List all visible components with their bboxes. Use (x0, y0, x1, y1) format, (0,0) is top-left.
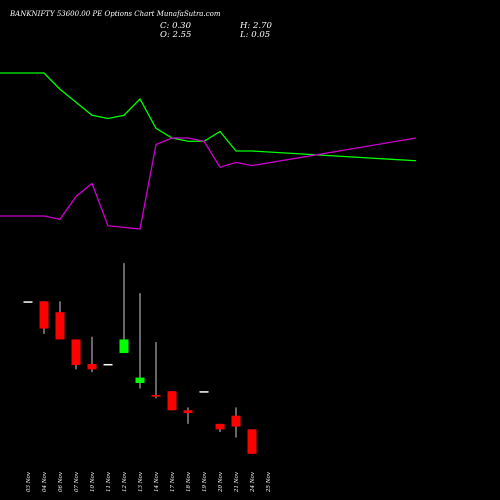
candle-body (39, 301, 49, 329)
line-series-1 (0, 72, 417, 162)
x-tick-label: 04 Nov (42, 471, 48, 492)
high-value: H: 2.70 (239, 21, 272, 31)
candle (23, 301, 33, 303)
candle (87, 336, 97, 373)
candle (199, 391, 209, 393)
x-tick-label: 25 Nov (266, 471, 272, 493)
candle (151, 342, 161, 399)
x-tick-label: 24 Nov (250, 471, 256, 493)
x-tick-label: 12 Nov (122, 471, 128, 492)
x-axis: 03 Nov 04 Nov 06 Nov 07 Nov 10 Nov 11 Nov 12 N… (26, 471, 272, 493)
x-tick-label: 13 Nov (138, 471, 144, 492)
x-tick-label: 20 Nov (218, 471, 224, 493)
x-tick-label: 19 Nov (202, 471, 208, 492)
candle (119, 263, 129, 354)
candle (231, 407, 241, 438)
candle-body (167, 391, 177, 411)
candle-body (55, 312, 65, 340)
candle (247, 429, 257, 454)
candle (135, 293, 145, 389)
x-tick-label: 17 Nov (170, 471, 176, 492)
x-tick-label: 14 Nov (154, 471, 160, 492)
candle-body (71, 339, 81, 366)
candle (215, 423, 225, 433)
chart-title: BANKNIFTY 53600.00 PE Options Chart Muna… (9, 10, 221, 18)
candle-body (135, 377, 145, 384)
candle-body (87, 363, 97, 370)
close-value: C: 0.30 (160, 21, 192, 31)
candle (167, 391, 177, 411)
candle-body (231, 415, 241, 427)
x-tick-label: 03 Nov (26, 471, 32, 492)
candle-body (103, 363, 113, 366)
low-value: L: 0.05 (239, 30, 270, 40)
x-tick-label: 10 Nov (90, 471, 96, 492)
line-panel (0, 72, 417, 230)
candle-body (199, 391, 209, 393)
line-series-2 (0, 137, 417, 230)
candle (183, 407, 193, 424)
candle-body (151, 394, 161, 397)
candle-body (183, 410, 193, 413)
x-tick-label: 07 Nov (74, 471, 80, 492)
x-tick-label: 11 Nov (106, 471, 112, 492)
open-value: O: 2.55 (160, 30, 191, 40)
x-tick-label: 06 Nov (58, 471, 64, 492)
candle-body (215, 423, 225, 430)
candle (55, 301, 65, 340)
candle-body (119, 339, 129, 354)
candle (39, 301, 49, 334)
candlestick-panel (23, 263, 257, 454)
x-tick-label: 21 Nov (234, 471, 240, 493)
candle-body (23, 301, 33, 303)
x-tick-label: 18 Nov (186, 471, 192, 492)
candle-body (247, 429, 257, 454)
candle (103, 363, 113, 366)
candle (71, 339, 81, 370)
